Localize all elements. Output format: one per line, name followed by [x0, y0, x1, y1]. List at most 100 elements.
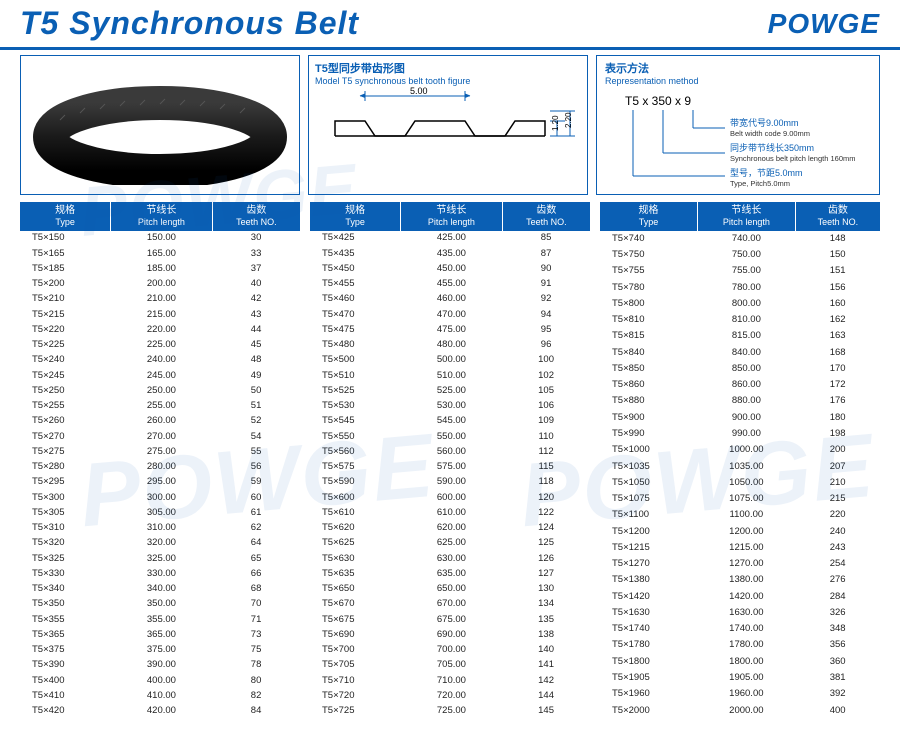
- table-row: T5×810810.00162: [600, 312, 880, 328]
- table-cell: 82: [212, 688, 300, 703]
- table-cell: 49: [212, 368, 300, 383]
- table-cell: T5×200: [20, 277, 111, 292]
- table-cell: 124: [502, 521, 590, 536]
- table-cell: T5×150: [20, 231, 111, 246]
- table-cell: 500.00: [401, 353, 502, 368]
- table-row: T5×590590.00118: [310, 475, 590, 490]
- table-row: T5×210210.0042: [20, 292, 300, 307]
- table-cell: 61: [212, 505, 300, 520]
- page: POWGE POWGE POWGE T5 Synchronous Belt PO…: [0, 0, 900, 753]
- brand-logo: POWGE: [768, 8, 880, 40]
- table-cell: 62: [212, 521, 300, 536]
- table-cell: T5×460: [310, 292, 401, 307]
- table-row: T5×10001000.00200: [600, 442, 880, 458]
- spec-table-1: 规格Type节线长Pitch length齿数Teeth NO.T5×15015…: [20, 202, 300, 719]
- table-cell: 71: [212, 612, 300, 627]
- table-cell: 64: [212, 536, 300, 551]
- tooth-header-cn: T5型同步带齿形图: [315, 60, 581, 76]
- table-cell: 55: [212, 444, 300, 459]
- table-cell: T5×630: [310, 551, 401, 566]
- table-cell: 165.00: [111, 246, 212, 261]
- table-row: T5×460460.0092: [310, 292, 590, 307]
- table-cell: 225.00: [111, 338, 212, 353]
- table-cell: 59: [212, 475, 300, 490]
- table-cell: 176: [795, 393, 880, 409]
- table-cell: 1630.00: [697, 605, 795, 621]
- table-row: T5×245245.0049: [20, 368, 300, 383]
- repr-label-2: 同步带节线长350mmSynchronous belt pitch length…: [730, 143, 856, 163]
- table-row: T5×815815.00163: [600, 328, 880, 344]
- table-row: T5×12001200.00240: [600, 524, 880, 540]
- table-cell: 1780.00: [697, 637, 795, 653]
- table-cell: 1000.00: [697, 442, 795, 458]
- table-cell: 54: [212, 429, 300, 444]
- table-cell: T5×755: [600, 263, 697, 279]
- table-cell: T5×880: [600, 393, 697, 409]
- table-row: T5×860860.00172: [600, 377, 880, 393]
- table-cell: T5×435: [310, 246, 401, 261]
- table-cell: 740.00: [697, 231, 795, 247]
- table-row: T5×600600.00120: [310, 490, 590, 505]
- spec-table-2: 规格Type节线长Pitch length齿数Teeth NO.T5×42542…: [310, 202, 590, 719]
- table-row: T5×630630.00126: [310, 551, 590, 566]
- table-row: T5×390390.0078: [20, 658, 300, 673]
- table-cell: T5×400: [20, 673, 111, 688]
- table-row: T5×670670.00134: [310, 597, 590, 612]
- table-cell: 172: [795, 377, 880, 393]
- table-cell: 725.00: [401, 704, 502, 719]
- table-cell: T5×575: [310, 460, 401, 475]
- table-cell: 590.00: [401, 475, 502, 490]
- table-row: T5×420420.0084: [20, 704, 300, 719]
- table-cell: 1035.00: [697, 459, 795, 475]
- table-cell: 48: [212, 353, 300, 368]
- table-cell: T5×1200: [600, 524, 697, 540]
- table-row: T5×620620.00124: [310, 521, 590, 536]
- repr-header-en: Representation method: [605, 76, 871, 86]
- table-cell: 860.00: [697, 377, 795, 393]
- table-cell: 990.00: [697, 426, 795, 442]
- table-cell: 435.00: [401, 246, 502, 261]
- table-cell: T5×1075: [600, 491, 697, 507]
- table-row: T5×16301630.00326: [600, 605, 880, 621]
- table-cell: 360: [795, 654, 880, 670]
- table-row: T5×675675.00135: [310, 612, 590, 627]
- table-cell: T5×325: [20, 551, 111, 566]
- table-cell: 250.00: [111, 383, 212, 398]
- table-cell: T5×690: [310, 627, 401, 642]
- table-row: T5×990990.00198: [600, 426, 880, 442]
- table-cell: T5×815: [600, 328, 697, 344]
- spec-tables: 规格Type节线长Pitch length齿数Teeth NO.T5×15015…: [0, 202, 900, 719]
- table-cell: 530.00: [401, 399, 502, 414]
- table-cell: 100: [502, 353, 590, 368]
- table-row: T5×780780.00156: [600, 280, 880, 296]
- table-cell: 750.00: [697, 247, 795, 263]
- table-cell: 270.00: [111, 429, 212, 444]
- table-cell: 375.00: [111, 643, 212, 658]
- table-cell: 305.00: [111, 505, 212, 520]
- svg-text:5.00: 5.00: [410, 86, 428, 96]
- table-cell: 1420.00: [697, 589, 795, 605]
- table-cell: T5×270: [20, 429, 111, 444]
- table-cell: T5×720: [310, 688, 401, 703]
- table-cell: 170: [795, 361, 880, 377]
- table-cell: 620.00: [401, 521, 502, 536]
- table-row: T5×880880.00176: [600, 393, 880, 409]
- table-row: T5×220220.0044: [20, 322, 300, 337]
- table-cell: 78: [212, 658, 300, 673]
- mid-panels: T5型同步带齿形图 Model T5 synchronous belt toot…: [0, 50, 900, 202]
- tooth-header-en: Model T5 synchronous belt tooth figure: [315, 76, 581, 86]
- table-cell: 110: [502, 429, 590, 444]
- table-cell: 126: [502, 551, 590, 566]
- table-cell: T5×1000: [600, 442, 697, 458]
- table-row: T5×255255.0051: [20, 399, 300, 414]
- table-cell: 85: [502, 231, 590, 246]
- table-cell: 705.00: [401, 658, 502, 673]
- table-row: T5×455455.0091: [310, 277, 590, 292]
- table-cell: 470.00: [401, 307, 502, 322]
- col-header: 规格Type: [20, 202, 111, 231]
- table-cell: T5×990: [600, 426, 697, 442]
- table-row: T5×610610.00122: [310, 505, 590, 520]
- table-cell: T5×900: [600, 410, 697, 426]
- table-cell: 200.00: [111, 277, 212, 292]
- table-cell: 243: [795, 540, 880, 556]
